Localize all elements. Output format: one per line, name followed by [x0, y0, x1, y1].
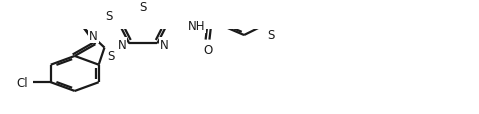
- Text: O: O: [203, 44, 212, 56]
- Text: S: S: [107, 50, 114, 63]
- Text: Cl: Cl: [17, 76, 28, 89]
- Text: N: N: [118, 38, 126, 51]
- Text: S: S: [105, 9, 113, 22]
- Text: S: S: [267, 29, 274, 41]
- Text: N: N: [160, 38, 169, 51]
- Text: S: S: [139, 1, 147, 14]
- Text: N: N: [89, 30, 98, 43]
- Text: NH: NH: [187, 20, 205, 33]
